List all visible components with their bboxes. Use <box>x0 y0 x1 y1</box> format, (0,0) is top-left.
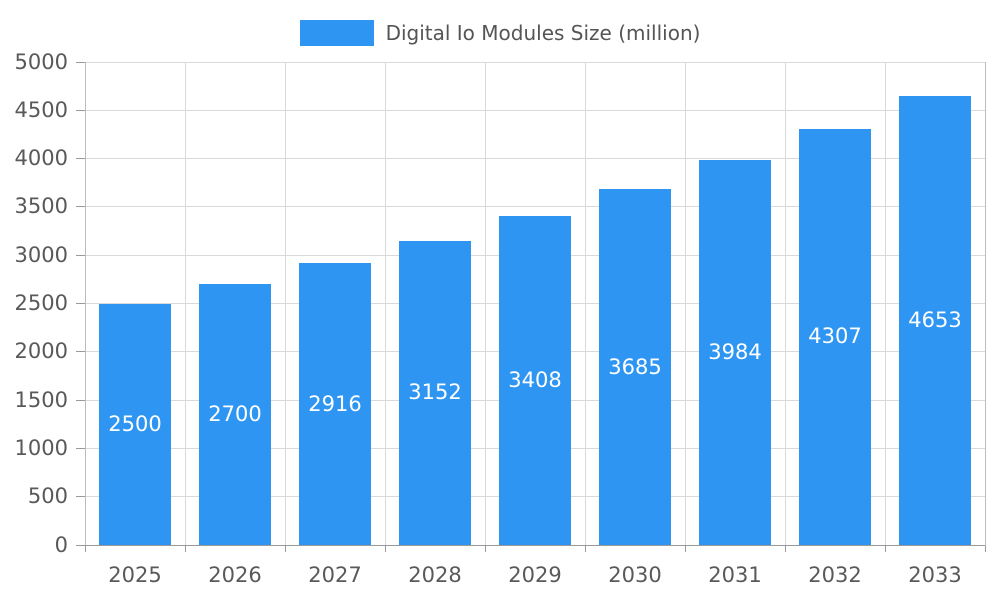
y-tick-mark <box>76 544 85 546</box>
y-gridline <box>85 206 985 208</box>
x-gridline <box>384 62 386 545</box>
y-axis-tick-label: 4500 <box>14 97 68 122</box>
bar-2029[interactable] <box>499 215 571 545</box>
bar-value-label: 4307 <box>808 324 862 349</box>
x-gridline <box>684 62 686 545</box>
y-axis-tick-label: 3500 <box>14 194 68 219</box>
bar-value-label: 3152 <box>408 380 462 405</box>
x-axis-tick-label: 2032 <box>808 563 862 587</box>
bar-value-label: 3408 <box>508 367 562 392</box>
x-tick-mark <box>984 545 986 552</box>
y-axis-tick-label: 1000 <box>14 435 68 460</box>
legend-swatch <box>299 20 374 46</box>
y-tick-mark <box>76 206 85 208</box>
x-gridline <box>484 62 486 545</box>
bar-value-label: 3685 <box>608 354 662 379</box>
y-axis-tick-label: 4000 <box>14 146 68 171</box>
x-tick-mark <box>684 545 686 552</box>
bar-value-label: 2500 <box>108 411 162 436</box>
x-gridline <box>584 62 586 545</box>
y-axis-tick-label: 500 <box>27 484 68 509</box>
bar-2031[interactable] <box>699 160 771 545</box>
bar-2027[interactable] <box>299 263 371 545</box>
bar-value-label: 2916 <box>308 391 362 416</box>
x-tick-mark <box>884 545 886 552</box>
y-gridline <box>85 61 985 63</box>
x-gridline <box>284 62 286 545</box>
y-tick-mark <box>76 303 85 304</box>
x-tick-mark <box>384 545 386 552</box>
x-tick-mark <box>284 545 286 552</box>
x-axis-tick-label: 2029 <box>508 563 562 587</box>
x-axis-tick-label: 2033 <box>908 563 962 587</box>
bar-2028[interactable] <box>399 240 471 545</box>
y-gridline <box>85 158 985 160</box>
x-tick-mark <box>484 545 486 552</box>
x-gridline <box>784 62 786 545</box>
bar-2032[interactable] <box>799 128 871 545</box>
bar-2025[interactable] <box>99 303 171 545</box>
y-axis-tick-label: 5000 <box>14 49 68 74</box>
x-axis-tick-label: 2031 <box>708 563 762 587</box>
x-tick-mark <box>784 545 786 552</box>
x-axis-tick-label: 2025 <box>108 563 162 587</box>
y-axis-tick-label: 1500 <box>14 387 68 412</box>
y-axis-tick-label: 2500 <box>14 291 68 315</box>
y-tick-mark <box>76 158 85 160</box>
x-tick-mark <box>584 545 586 552</box>
x-axis-tick-label: 2030 <box>608 563 662 587</box>
y-axis-tick-label: 3000 <box>14 242 68 267</box>
bar-2026[interactable] <box>199 284 271 545</box>
x-axis-tick-label: 2026 <box>208 563 262 587</box>
x-axis-line <box>85 544 985 546</box>
x-tick-mark <box>184 545 186 552</box>
y-tick-mark <box>76 351 85 353</box>
bar-2030[interactable] <box>599 189 671 545</box>
x-gridline <box>184 62 186 545</box>
y-tick-mark <box>76 61 85 63</box>
x-axis-tick-label: 2027 <box>308 563 362 587</box>
y-tick-mark <box>76 399 85 401</box>
x-axis-tick-label: 2028 <box>408 563 462 587</box>
plot-right-border <box>984 62 986 546</box>
legend-label: Digital Io Modules Size (million) <box>385 21 701 45</box>
y-tick-mark <box>76 496 85 498</box>
bar-value-label: 3984 <box>708 340 762 365</box>
y-gridline <box>85 109 985 111</box>
y-axis-tick-label: 0 <box>54 532 68 557</box>
y-tick-mark <box>76 447 85 449</box>
y-axis-tick-label: 2000 <box>14 339 68 364</box>
y-axis-line <box>84 62 86 546</box>
bar-2033[interactable] <box>899 95 971 545</box>
legend[interactable]: Digital Io Modules Size (million) <box>0 18 1000 48</box>
bar-value-label: 2700 <box>208 402 262 427</box>
bar-value-label: 4653 <box>908 307 962 332</box>
x-gridline <box>884 62 886 545</box>
x-tick-mark <box>84 545 86 552</box>
y-tick-mark <box>76 109 85 111</box>
y-tick-mark <box>76 254 85 256</box>
